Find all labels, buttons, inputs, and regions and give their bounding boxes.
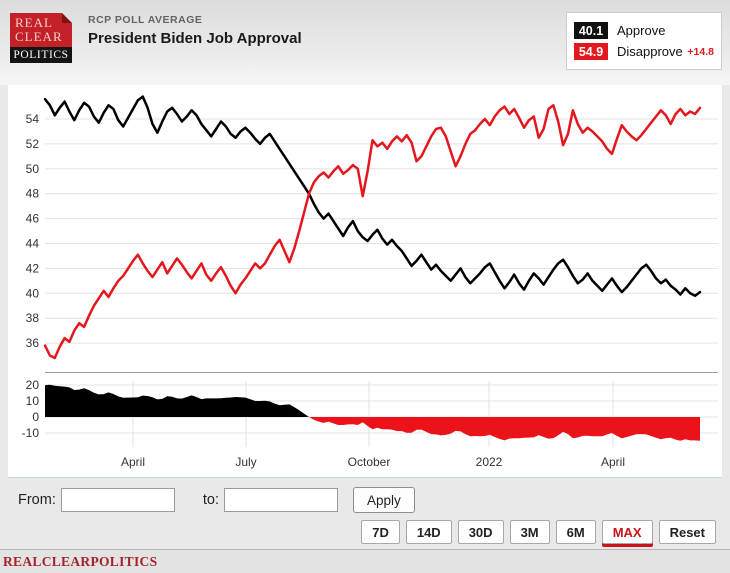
main-y-tick-label: 40	[26, 286, 40, 300]
footer: REALCLEARPOLITICS	[0, 549, 730, 573]
approve-value-badge: 40.1	[574, 22, 608, 39]
preset-button-30d[interactable]: 30D	[457, 520, 504, 544]
apply-button[interactable]: Apply	[352, 487, 415, 513]
to-label: to:	[202, 492, 219, 508]
preset-button-6m[interactable]: 6M	[555, 520, 596, 544]
spread-y-tick-label: -10	[22, 426, 40, 440]
preset-button-max[interactable]: MAX	[601, 520, 653, 544]
legend-row-approve: 40.1 Approve	[574, 21, 715, 40]
from-label: From:	[18, 492, 56, 508]
from-date-input[interactable]	[60, 488, 175, 512]
x-axis-label: April	[601, 455, 625, 469]
main-y-tick-label: 42	[26, 261, 40, 275]
logo-text-clear: CLEAR	[15, 29, 63, 44]
main-y-tick-label: 46	[26, 212, 40, 226]
header: REAL CLEAR POLITICS RCP POLL AVERAGE Pre…	[0, 0, 730, 85]
approve-line	[43, 95, 702, 298]
logo-corner-fold	[62, 13, 72, 23]
spread-y-tick-label: 0	[32, 410, 39, 424]
main-y-tick-label: 36	[26, 336, 40, 350]
preset-button-3m[interactable]: 3M	[509, 520, 550, 544]
approve-label: Approve	[617, 23, 666, 38]
spread-y-tick-label: 10	[26, 394, 40, 408]
logo-text-real: REAL	[15, 15, 53, 30]
preset-button-7d[interactable]: 7D	[361, 520, 400, 544]
spread-positive-area	[45, 384, 700, 417]
disapprove-label: Disapprove	[617, 44, 683, 59]
time-range-presets: 7D 14D 30D 3M 6M MAX Reset	[361, 520, 716, 544]
spread-negative-area	[45, 417, 700, 441]
rcp-logo[interactable]: REAL CLEAR POLITICS	[10, 13, 72, 63]
main-y-tick-label: 44	[26, 237, 40, 251]
approval-chart[interactable]: 54 52 50 48 46 44 42 40 38 36 20 10 0 -10 April July Oct…	[8, 85, 722, 477]
main-y-tick-label: 54	[26, 112, 40, 126]
logo-text-politics: POLITICS	[10, 47, 72, 63]
disapprove-line	[43, 104, 702, 360]
poll-average-kicker: RCP POLL AVERAGE	[88, 14, 203, 26]
rcp-logo-red-panel: REAL CLEAR	[10, 13, 72, 47]
x-axis-label: October	[348, 455, 391, 469]
spread-delta: +14.8	[687, 45, 714, 58]
x-axis-label: July	[235, 455, 256, 469]
page-title: President Biden Job Approval	[88, 30, 302, 47]
main-y-tick-label: 50	[26, 162, 40, 176]
x-axis-label: April	[121, 455, 145, 469]
main-y-tick-label: 38	[26, 311, 40, 325]
disapprove-value-badge: 54.9	[574, 43, 608, 60]
legend-row-disapprove: 54.9 Disapprove +14.8	[574, 42, 715, 61]
to-date-input[interactable]	[223, 488, 338, 512]
x-axis-label: 2022	[476, 455, 503, 469]
preset-button-14d[interactable]: 14D	[405, 520, 452, 544]
main-y-tick-label: 52	[26, 137, 40, 151]
chart-legend: 40.1 Approve 54.9 Disapprove +14.8	[566, 12, 722, 70]
preset-button-reset[interactable]: Reset	[658, 520, 716, 544]
footer-brand[interactable]: REALCLEARPOLITICS	[3, 554, 158, 569]
date-range-controls: From: to: Apply	[0, 483, 730, 517]
spread-y-tick-label: 20	[26, 378, 40, 392]
approval-chart-container: 54 52 50 48 46 44 42 40 38 36 20 10 0 -10 April July Oct…	[8, 85, 722, 478]
main-y-tick-label: 48	[26, 187, 40, 201]
